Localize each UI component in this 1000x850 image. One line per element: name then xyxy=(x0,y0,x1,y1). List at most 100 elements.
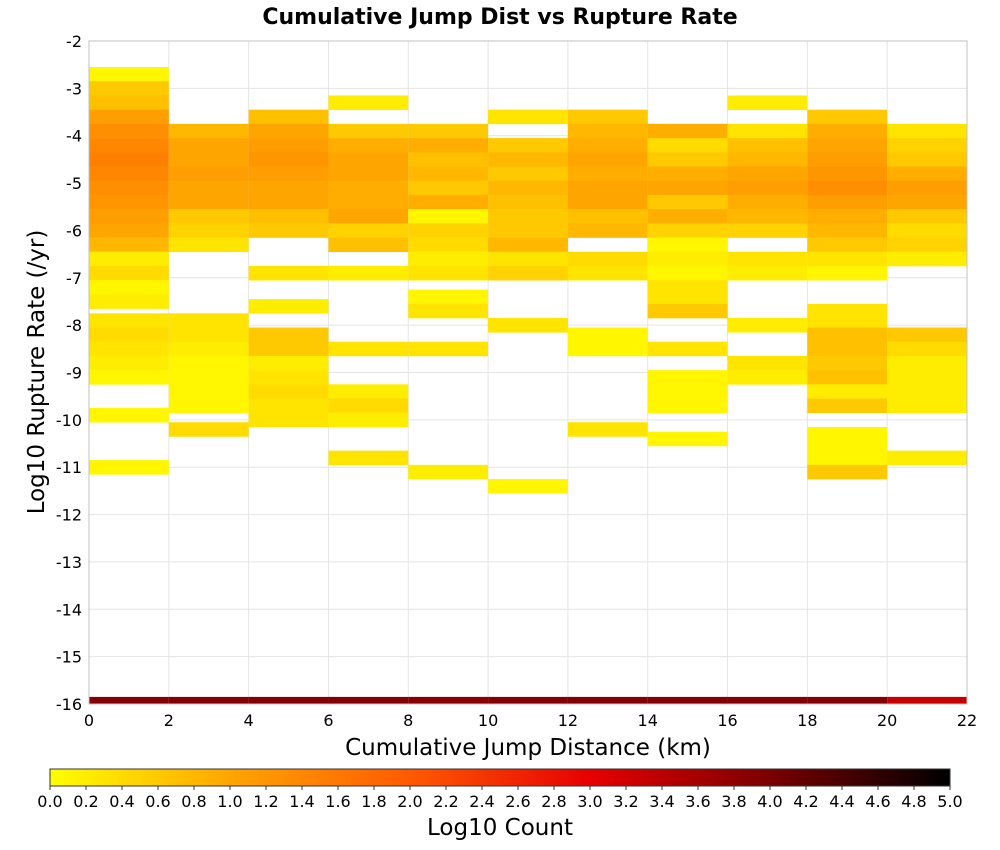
colorbar-tick-label: 1.6 xyxy=(325,792,350,811)
heatmap-cell xyxy=(727,180,808,196)
colorbar-tick-label: 2.4 xyxy=(469,792,494,811)
y-axis-label: Log10 Rupture Rate (/yr) xyxy=(24,230,50,515)
colorbar-tick-label: 0.8 xyxy=(181,792,206,811)
heatmap-cell xyxy=(567,341,648,357)
heatmap-cell xyxy=(248,265,329,281)
heatmap-cell xyxy=(807,384,888,399)
x-tick-label: 14 xyxy=(638,711,658,730)
colorbar-tick-label: 1.8 xyxy=(361,792,386,811)
heatmap-cell xyxy=(647,303,728,319)
heatmap-cell xyxy=(89,313,169,328)
heatmap-cell xyxy=(89,265,169,281)
heatmap-cell xyxy=(89,138,169,153)
heatmap-cell xyxy=(248,109,329,125)
y-tick-label: -5 xyxy=(66,174,82,193)
heatmap-cell xyxy=(647,237,728,253)
heatmap-cell xyxy=(168,355,249,371)
heatmap-cell xyxy=(807,450,888,466)
heatmap-cell xyxy=(89,123,169,139)
heatmap-cells xyxy=(89,67,967,704)
heatmap-cell xyxy=(248,355,329,371)
heatmap-cell xyxy=(248,152,329,167)
heatmap-cell xyxy=(488,251,568,267)
heatmap-cell xyxy=(887,355,967,371)
heatmap-cell xyxy=(248,223,329,238)
heatmap-cell xyxy=(647,138,728,153)
colorbar-tick-label: 4.4 xyxy=(829,792,854,811)
heatmap-cell xyxy=(567,123,648,139)
colorbar-tick-label: 3.0 xyxy=(577,792,602,811)
heatmap-cell xyxy=(328,209,409,224)
heatmap-cell xyxy=(488,138,568,153)
x-tick-label: 22 xyxy=(957,711,977,730)
heatmap-cell xyxy=(807,209,888,224)
heatmap-cell xyxy=(647,265,728,281)
heatmap-cell xyxy=(89,408,169,423)
heatmap-cell xyxy=(328,265,409,281)
y-axis-ticks: -2 -3 -4 -5 -6 -7 -8 -9 -10 -11 -12 -13 -14 -15 -16 xyxy=(56,32,82,714)
heatmap-cell xyxy=(567,251,648,267)
colorbar-tick-label: 4.6 xyxy=(865,792,890,811)
y-tick-label: -11 xyxy=(56,458,82,477)
y-tick-label: -7 xyxy=(66,269,82,288)
heatmap-cell xyxy=(168,237,249,253)
heatmap-cell xyxy=(408,166,489,182)
y-tick-label: -13 xyxy=(56,553,82,572)
heatmap-cell xyxy=(567,194,648,210)
colorbar-tick-label: 3.6 xyxy=(685,792,710,811)
heatmap-cell xyxy=(408,289,489,305)
heatmap-cell xyxy=(807,123,888,139)
heatmap-cell xyxy=(567,696,648,704)
y-tick-label: -14 xyxy=(56,600,82,619)
heatmap-cell xyxy=(328,384,409,399)
heatmap-cell xyxy=(168,327,249,343)
heatmap-cell xyxy=(647,341,728,357)
heatmap-cell xyxy=(328,180,409,196)
colorbar-tick-label: 4.8 xyxy=(901,792,926,811)
heatmap-cell xyxy=(89,95,169,110)
y-tick-label: -12 xyxy=(56,506,82,525)
heatmap-cell xyxy=(647,209,728,224)
heatmap-cell xyxy=(488,223,568,238)
heatmap-cell xyxy=(328,450,409,466)
heatmap-cell xyxy=(567,327,648,343)
heatmap-cell xyxy=(408,180,489,196)
y-tick-label: -15 xyxy=(56,648,82,667)
heatmap-cell xyxy=(89,67,169,82)
heatmap-cell xyxy=(567,152,648,167)
heatmap-cell xyxy=(89,251,169,267)
heatmap-cell xyxy=(887,209,967,224)
heatmap-cell xyxy=(567,422,648,437)
y-tick-label: -6 xyxy=(66,221,82,240)
heatmap-cell xyxy=(168,370,249,385)
heatmap-cell xyxy=(248,166,329,182)
heatmap-cell xyxy=(408,194,489,210)
x-tick-label: 2 xyxy=(164,711,174,730)
heatmap-cell xyxy=(807,327,888,343)
heatmap-cell xyxy=(488,194,568,210)
heatmap-cell xyxy=(887,138,967,153)
heatmap-cell xyxy=(328,223,409,238)
colorbar-tick-label: 2.8 xyxy=(541,792,566,811)
x-tick-label: 12 xyxy=(558,711,578,730)
colorbar-tick-label: 1.2 xyxy=(253,792,278,811)
colorbar-tick-label: 3.8 xyxy=(721,792,746,811)
heatmap-cell xyxy=(328,696,409,704)
heatmap-cell xyxy=(567,209,648,224)
x-tick-label: 10 xyxy=(478,711,498,730)
heatmap-cell xyxy=(168,123,249,139)
heatmap-cell xyxy=(887,180,967,196)
heatmap-cell xyxy=(168,194,249,210)
heatmap-cell xyxy=(168,180,249,196)
heatmap-cell xyxy=(567,166,648,182)
heatmap-cell xyxy=(248,696,329,704)
y-tick-label: -3 xyxy=(66,79,82,98)
heatmap-cell xyxy=(89,223,169,238)
heatmap-cell xyxy=(887,370,967,385)
colorbar-tick-label: 1.4 xyxy=(289,792,314,811)
heatmap-cell xyxy=(488,696,568,704)
y-tick-label: -8 xyxy=(66,316,82,335)
heatmap-cell xyxy=(89,209,169,224)
heatmap-cell xyxy=(488,166,568,182)
colorbar-tick-label: 2.2 xyxy=(433,792,458,811)
